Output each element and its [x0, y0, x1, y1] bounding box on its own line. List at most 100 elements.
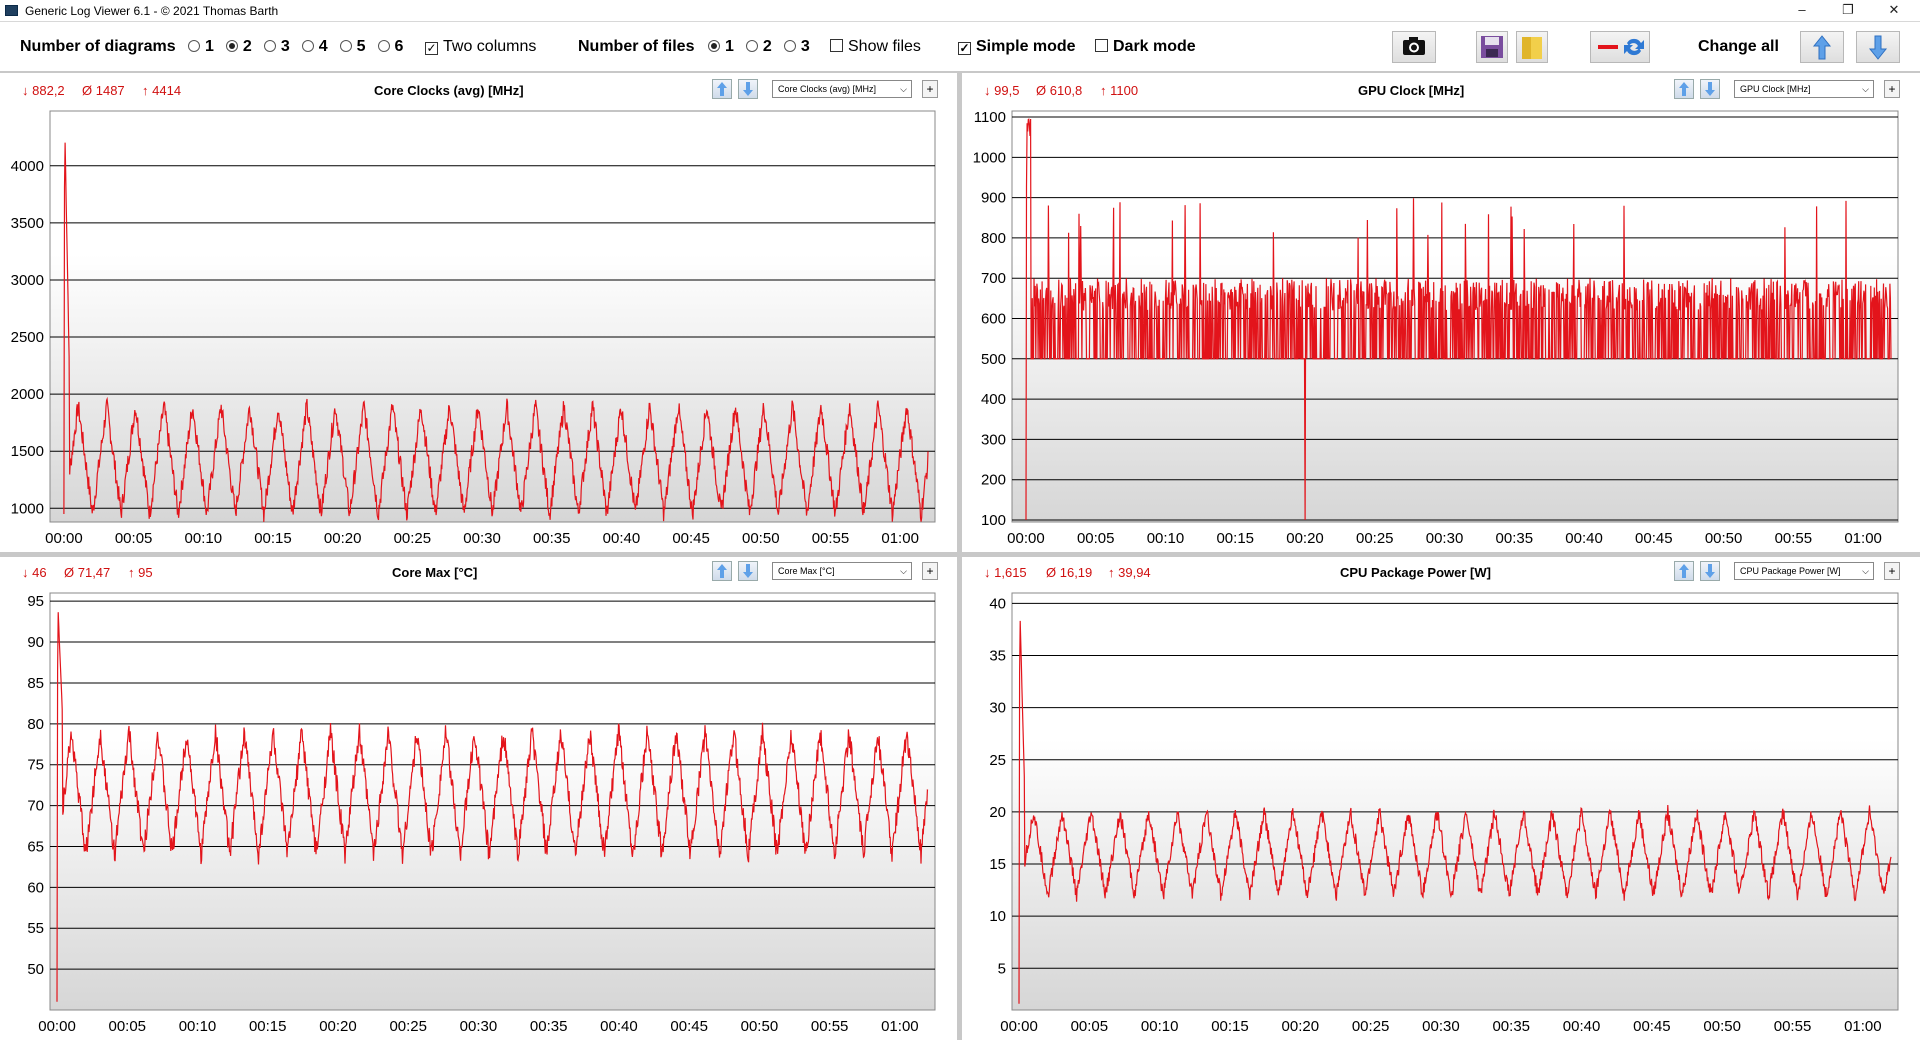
close-button[interactable]: ✕: [1888, 2, 1900, 17]
file-option-1[interactable]: 1: [708, 38, 734, 56]
minimize-button[interactable]: –: [1798, 2, 1806, 17]
scale-up-button[interactable]: [712, 79, 732, 99]
y-tick-label: 400: [981, 391, 1006, 408]
plot-area: [49, 592, 936, 1011]
x-tick-label: 00:55: [812, 530, 850, 547]
y-tick-label: 30: [989, 700, 1006, 717]
x-tick-label: 00:30: [1422, 1018, 1460, 1035]
y-tick-label: 600: [981, 311, 1006, 328]
diagram-option-5[interactable]: 5: [339, 38, 366, 56]
two-columns-checkbox[interactable]: ✓ Two columns: [425, 38, 537, 55]
series-line: [56, 612, 929, 1002]
radio-selected-icon: [225, 40, 238, 52]
x-tick-label: 00:00: [1000, 1018, 1038, 1035]
simple-mode-checkbox[interactable]: ✓ Simple mode: [958, 38, 1076, 55]
restore-button[interactable]: ❐: [1842, 2, 1854, 17]
x-tick-label: 00:50: [1705, 530, 1743, 547]
scale-up-button[interactable]: [712, 561, 732, 581]
title-bar: Generic Log Viewer 6.1 - © 2021 Thomas B…: [0, 0, 1920, 22]
sensor-select[interactable]: GPU Clock [MHz] ⌵: [1734, 80, 1874, 98]
all-scale-down-button[interactable]: [1856, 31, 1900, 63]
sensor-select[interactable]: CPU Package Power [W] ⌵: [1734, 562, 1874, 580]
add-series-button[interactable]: +: [1884, 562, 1900, 580]
dark-mode-checkbox[interactable]: Dark mode: [1095, 38, 1196, 56]
arrow-down-icon: [743, 82, 753, 96]
add-series-button[interactable]: +: [922, 80, 938, 98]
x-tick-label: 01:00: [881, 1018, 919, 1035]
y-tick-label: 800: [981, 230, 1006, 247]
x-tick-label: 00:20: [319, 1018, 357, 1035]
diagram-option-4[interactable]: 4: [301, 38, 328, 56]
x-tick-label: 00:40: [1565, 530, 1603, 547]
x-tick-label: 00:15: [254, 530, 292, 547]
number-of-diagrams-label: Number of diagrams: [20, 38, 176, 55]
add-series-button[interactable]: +: [1884, 80, 1900, 98]
radio-icon: [188, 40, 200, 52]
x-tick-label: 00:45: [670, 1018, 708, 1035]
chart-header: ↓ 99,5 Ø 610,8 ↑ 1100 GPU Clock [MHz] GP…: [962, 75, 1920, 103]
x-tick-label: 00:05: [1077, 530, 1115, 547]
stat-max: ↑ 95: [128, 565, 153, 580]
diagram-option-1[interactable]: 1: [188, 38, 214, 56]
arrow-down-icon: [1868, 35, 1888, 60]
checkbox-checked-icon: ✓: [425, 41, 438, 55]
stat-avg: Ø 1487: [82, 83, 125, 98]
stat-max: ↑ 1100: [1100, 83, 1139, 98]
scale-down-button[interactable]: [738, 79, 758, 99]
y-tick-label: 25: [989, 752, 1006, 769]
open-folder-button[interactable]: [1516, 31, 1548, 63]
diagram-option-3[interactable]: 3: [263, 38, 290, 56]
scale-down-button[interactable]: [1700, 79, 1720, 99]
x-tick-label: 01:00: [881, 530, 919, 547]
y-tick-label: 4000: [11, 158, 44, 175]
radio-selected-icon: [708, 40, 720, 52]
show-files-checkbox[interactable]: Show files: [830, 38, 921, 56]
scale-up-button[interactable]: [1674, 79, 1694, 99]
y-tick-label: 500: [981, 351, 1006, 368]
arrow-up-icon: [717, 564, 727, 578]
sensor-select[interactable]: Core Max [°C] ⌵: [772, 562, 912, 580]
diagram-option-6[interactable]: 6: [377, 38, 403, 56]
folder-icon: [1522, 37, 1542, 59]
save-button[interactable]: [1476, 31, 1508, 63]
radio-icon: [339, 40, 352, 52]
checkbox-icon: [830, 39, 843, 52]
x-tick-label: 00:10: [1141, 1018, 1179, 1035]
add-series-button[interactable]: +: [922, 562, 938, 580]
y-tick-label: 1000: [11, 500, 44, 517]
y-tick-label: 75: [27, 757, 44, 774]
file-option-2[interactable]: 2: [745, 38, 772, 56]
scale-up-button[interactable]: [1674, 561, 1694, 581]
x-tick-label: 00:00: [38, 1018, 76, 1035]
chevron-down-icon: ⌵: [1862, 566, 1869, 576]
x-tick-label: 00:25: [1356, 530, 1394, 547]
arrow-up-icon: [1679, 82, 1689, 96]
chart-plot: 100 200 300 400 500 600 700 800 900 1000 1100 00:00…: [973, 109, 1899, 547]
scale-down-button[interactable]: [738, 561, 758, 581]
arrow-down-icon: [1705, 564, 1715, 578]
x-tick-label: 00:30: [460, 1018, 498, 1035]
swap-colors-button[interactable]: [1590, 31, 1650, 63]
all-scale-up-button[interactable]: [1800, 31, 1844, 63]
y-tick-label: 900: [981, 190, 1006, 207]
chevron-down-icon: ⌵: [1862, 84, 1869, 94]
x-tick-label: 00:35: [1496, 530, 1534, 547]
y-tick-label: 85: [27, 675, 44, 692]
x-tick-label: 00:10: [179, 1018, 217, 1035]
sensor-select[interactable]: Core Clocks (avg) [MHz] ⌵: [772, 80, 912, 98]
x-tick-label: 00:20: [324, 530, 362, 547]
chart-panel-core-clocks: ↓ 882,2 Ø 1487 ↑ 4414 Core Clocks (avg) …: [0, 75, 957, 552]
y-tick-label: 2000: [11, 386, 44, 403]
chevron-down-icon: ⌵: [900, 566, 907, 576]
x-tick-label: 00:25: [1352, 1018, 1390, 1035]
diagram-option-2[interactable]: 2: [225, 38, 252, 56]
scale-down-button[interactable]: [1700, 561, 1720, 581]
x-tick-label: 00:05: [108, 1018, 146, 1035]
screenshot-button[interactable]: [1392, 31, 1436, 63]
file-option-3[interactable]: 3: [783, 38, 810, 56]
x-tick-label: 00:45: [1635, 530, 1673, 547]
x-tick-label: 00:25: [389, 1018, 427, 1035]
row-separator[interactable]: [0, 552, 1920, 557]
x-tick-label: 00:25: [394, 530, 432, 547]
